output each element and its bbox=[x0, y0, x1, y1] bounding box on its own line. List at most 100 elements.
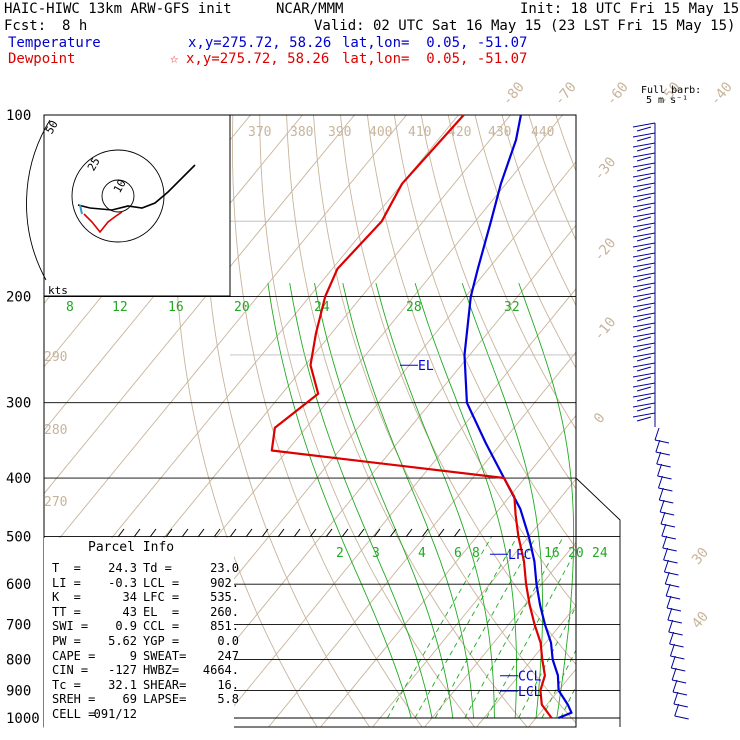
dewpoint-latlon: lat,lon= 0.05, -51.07 bbox=[342, 51, 528, 67]
parcel-value: 5.62 bbox=[108, 634, 137, 648]
isotherm-label--10: -10 bbox=[591, 314, 620, 344]
parcel-key: CELL = bbox=[52, 707, 96, 721]
parcel-key: CAPE = bbox=[52, 648, 96, 663]
parcel-key: CIN = bbox=[52, 663, 89, 678]
parcel-value: 32.1 bbox=[108, 677, 137, 692]
parcel-value: 902. bbox=[210, 575, 239, 590]
parcel-value: 0.9 bbox=[115, 619, 137, 634]
parcel-key: T = bbox=[52, 561, 81, 575]
parcel-row: SWI = 0.9 CCL = 851. bbox=[52, 620, 239, 633]
org-label: NCAR/MMM bbox=[276, 1, 344, 17]
theta-label-420: 420 bbox=[448, 125, 471, 140]
parcel-info-panel bbox=[44, 538, 234, 728]
parcel-key: CCL = bbox=[143, 619, 180, 634]
model-title: HAIC-HIWC 13km ARW-GFS init bbox=[4, 1, 232, 17]
parcel-row: T = 24.3 Td = 23.0 bbox=[52, 562, 239, 575]
isotherm-label-40: 40 bbox=[689, 609, 712, 632]
temperature-latlon: lat,lon= 0.05, -51.07 bbox=[342, 35, 528, 51]
parcel-value: -0.3 bbox=[108, 575, 137, 590]
pressure-label-200: 200 bbox=[6, 290, 31, 306]
hodo-ring-10: 10 bbox=[111, 177, 129, 195]
parcel-value: 24.3 bbox=[108, 561, 137, 575]
barb-legend-title: Full barb: bbox=[641, 85, 702, 96]
pressure-label-600: 600 bbox=[6, 577, 31, 593]
mixing-label-24: 24 bbox=[592, 546, 608, 561]
barb-legend-value: 5 m s⁻¹ bbox=[646, 95, 689, 106]
pressure-label-500: 500 bbox=[6, 529, 31, 545]
plot-frame bbox=[43, 114, 577, 728]
theta-label-290: 290 bbox=[44, 350, 67, 365]
theta-label-430: 430 bbox=[488, 125, 511, 140]
temperature-xy: x,y=275.72, 58.26 bbox=[188, 35, 332, 51]
parcel-key: LCL = bbox=[143, 575, 180, 590]
pressure-label-400: 400 bbox=[6, 471, 31, 487]
level-label-ccl: CCL bbox=[518, 670, 542, 685]
parcel-key: SREH = bbox=[52, 692, 96, 707]
parcel-value: 247 bbox=[217, 648, 239, 663]
isotherm-label--30: -30 bbox=[591, 154, 620, 184]
isotherm-label--40: -40 bbox=[707, 79, 736, 109]
parcel-key: SHEAR= bbox=[143, 677, 187, 692]
parcel-value: 69 bbox=[122, 692, 137, 707]
init-time: Init: 18 UTC Fri 15 May 15 bbox=[520, 1, 740, 17]
parcel-info-title: Parcel Info bbox=[88, 540, 175, 555]
parcel-key: LFC = bbox=[143, 590, 180, 605]
pressure-label-900: 900 bbox=[6, 683, 31, 699]
parcel-key: SWEAT= bbox=[143, 648, 187, 663]
parcel-row: Tc = 32.1 SHEAR= 16. bbox=[52, 677, 239, 692]
parcel-key: YGP = bbox=[143, 634, 180, 648]
parcel-key: LI = bbox=[52, 575, 81, 590]
pressure-label-100: 100 bbox=[6, 108, 31, 124]
pressure-label-800: 800 bbox=[6, 653, 31, 669]
mixing-ratio-lines bbox=[267, 282, 576, 719]
parcel-key: SWI = bbox=[52, 619, 89, 634]
parcel-value: 260. bbox=[210, 604, 239, 619]
theta-label-380: 380 bbox=[290, 125, 313, 140]
temperature-profile-line bbox=[463, 114, 573, 720]
parcel-key: Tc = bbox=[52, 677, 81, 692]
parcel-key: K = bbox=[52, 590, 81, 605]
parcel-value: 091/12 bbox=[93, 707, 137, 721]
star-icon: ☆ bbox=[170, 51, 179, 67]
pressure-label-1000: 1000 bbox=[6, 711, 40, 727]
parcel-row: CAPE = 9 SWEAT= 247 bbox=[52, 648, 239, 663]
theta-label-280: 280 bbox=[44, 423, 67, 438]
theta-label-370: 370 bbox=[248, 125, 271, 140]
parcel-value: 4664. bbox=[202, 663, 239, 678]
parcel-key: Td = bbox=[143, 561, 172, 575]
parcel-value: 23.0 bbox=[210, 561, 239, 575]
wind-barbs bbox=[632, 122, 689, 720]
mixing-label-6: 6 bbox=[454, 546, 462, 561]
parcel-row: LI = -0.3 LCL = 902. bbox=[52, 575, 239, 590]
level-label-lfc: LFC bbox=[508, 548, 531, 563]
isotherm-label--20: -20 bbox=[591, 235, 620, 265]
theta-label-400: 400 bbox=[369, 125, 392, 140]
moist-label-12: 12 bbox=[112, 300, 128, 315]
dewpoint-profile-line bbox=[270, 114, 553, 719]
moist-label-32: 32 bbox=[504, 300, 520, 315]
parcel-key: TT = bbox=[52, 604, 81, 619]
pressure-label-700: 700 bbox=[6, 618, 31, 634]
parcel-row: SREH = 69 LAPSE= 5.8 bbox=[52, 693, 239, 706]
hodo-units: kts bbox=[48, 284, 68, 297]
parcel-row: CIN = -127 HWBZ= 4664. bbox=[52, 664, 239, 677]
moist-label-28: 28 bbox=[406, 300, 422, 315]
level-label-lcl: LCL bbox=[518, 685, 542, 700]
mixing-label-20: 20 bbox=[568, 546, 584, 561]
mixing-label-2: 2 bbox=[336, 546, 344, 561]
parcel-value: 43 bbox=[122, 604, 137, 619]
parcel-row: TT = 43 EL = 260. bbox=[52, 604, 239, 619]
isotherm-label-30: 30 bbox=[689, 545, 712, 568]
parcel-value: 535. bbox=[210, 590, 239, 605]
parcel-value: 851. bbox=[210, 619, 239, 634]
parcel-row: PW = 5.62 YGP = 0.0 bbox=[52, 635, 239, 648]
temperature-legend: Temperature bbox=[8, 35, 101, 51]
theta-label-410: 410 bbox=[408, 125, 431, 140]
dewpoint-legend: Dewpoint bbox=[8, 51, 76, 67]
parcel-value: 0.0 bbox=[217, 634, 239, 648]
parcel-value: 34 bbox=[122, 590, 137, 605]
parcel-row: K = 34 LFC = 535. bbox=[52, 591, 239, 604]
dewpoint-xy: x,y=275.72, 58.26 bbox=[186, 51, 330, 67]
